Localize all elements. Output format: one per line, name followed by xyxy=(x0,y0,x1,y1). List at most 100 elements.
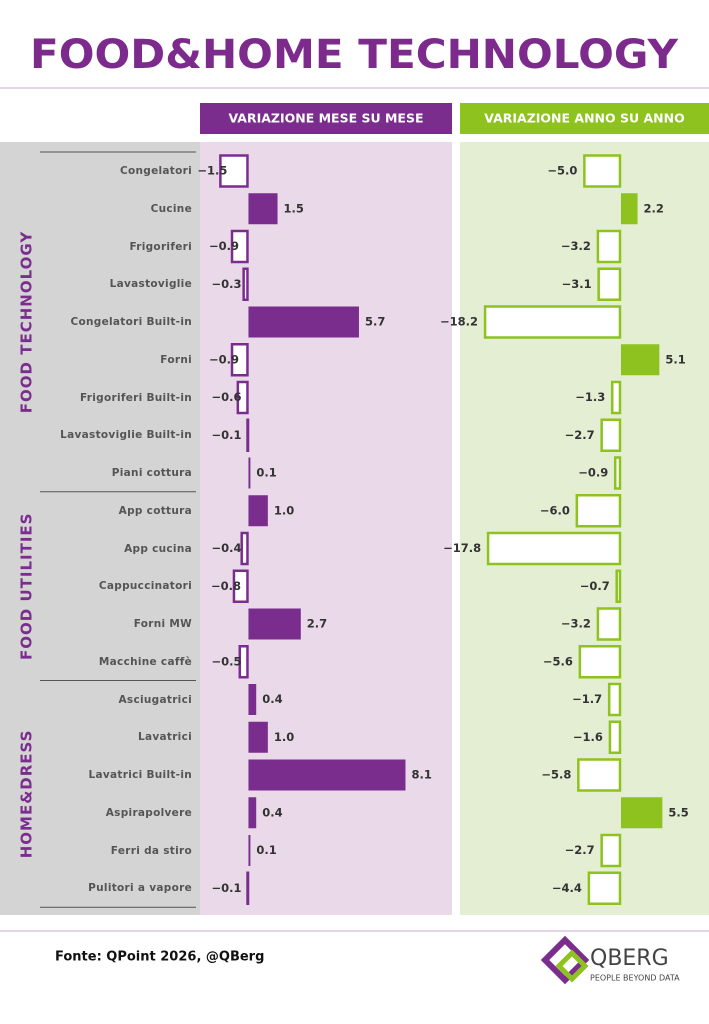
category-label: Forni MW xyxy=(133,618,192,630)
value-label: −6.0 xyxy=(540,503,570,517)
value-label: −0.8 xyxy=(211,579,241,593)
value-label: −5.0 xyxy=(547,164,577,178)
value-label: −3.2 xyxy=(561,239,591,253)
category-label: Asciugatrici xyxy=(118,693,192,706)
category-label: Frigoriferi Built-in xyxy=(79,391,192,404)
category-label: Frigoriferi xyxy=(129,240,192,253)
bar xyxy=(248,797,257,829)
value-label: −0.4 xyxy=(211,541,241,555)
value-label: −5.8 xyxy=(541,768,571,782)
value-label: −18.2 xyxy=(440,315,478,329)
bar xyxy=(600,418,622,452)
value-label: 1.5 xyxy=(284,201,304,215)
source: Fonte: QPoint 2026, @QBerg xyxy=(55,950,264,965)
value-label: −0.1 xyxy=(211,428,241,442)
bar xyxy=(620,193,638,225)
bar xyxy=(248,721,268,753)
bar xyxy=(596,229,622,264)
value-label: −0.9 xyxy=(209,352,239,366)
value-label: −3.1 xyxy=(562,277,592,291)
bar xyxy=(578,645,622,679)
logo-name: QBERG xyxy=(590,946,669,971)
bar xyxy=(597,267,622,301)
group-label: HOME&DRESS xyxy=(18,730,36,859)
bar xyxy=(583,154,622,188)
logo-tagline: PEOPLE BEYOND DATA xyxy=(590,974,680,983)
value-label: −1.3 xyxy=(575,390,605,404)
bar xyxy=(246,418,250,452)
category-label: Forni xyxy=(160,353,192,366)
value-label: 5.5 xyxy=(668,805,688,819)
bar xyxy=(248,835,251,866)
value-label: 2.7 xyxy=(307,617,327,631)
bar xyxy=(248,759,406,791)
category-label: Lavastoviglie xyxy=(109,278,192,291)
value-label: −1.7 xyxy=(572,692,602,706)
value-label: 0.1 xyxy=(256,466,276,480)
panel-header-label: VARIAZIONE MESE SU MESE xyxy=(228,111,423,126)
bar xyxy=(248,306,359,338)
category-label: Lavastoviglie Built-in xyxy=(60,429,192,442)
value-label: 2.2 xyxy=(644,201,664,215)
value-label: −17.8 xyxy=(443,541,481,555)
bar xyxy=(232,569,249,603)
value-label: 0.1 xyxy=(256,843,276,857)
bar xyxy=(620,797,663,829)
bar xyxy=(248,684,257,715)
bar xyxy=(575,494,622,528)
value-label: 0.4 xyxy=(262,805,282,819)
category-label: App cottura xyxy=(118,504,192,517)
category-label: App cucina xyxy=(124,542,192,555)
bar xyxy=(483,305,622,339)
bar xyxy=(242,267,249,301)
panel-header xyxy=(200,103,452,134)
value-label: −2.7 xyxy=(565,843,595,857)
bar xyxy=(248,495,268,527)
category-label: Piani cottura xyxy=(111,467,192,479)
bar xyxy=(248,193,278,225)
value-label: −0.9 xyxy=(209,239,239,253)
value-label: −0.7 xyxy=(580,579,610,593)
category-label: Macchine caffè xyxy=(98,655,192,668)
bar xyxy=(596,607,622,641)
category-label: Pulitori a vapore xyxy=(88,882,192,895)
bar xyxy=(219,154,249,188)
category-label: Ferri da stiro xyxy=(110,844,192,857)
bar xyxy=(248,457,251,489)
group-label: FOOD UTILITIES xyxy=(18,513,36,660)
category-label: Congelatori xyxy=(119,165,192,177)
bar xyxy=(230,229,249,264)
value-label: 0.4 xyxy=(262,692,282,706)
category-label: Aspirapolvere xyxy=(105,806,192,819)
panel-header xyxy=(460,103,709,134)
bar xyxy=(608,720,622,754)
value-label: −3.2 xyxy=(561,617,591,631)
value-label: −4.4 xyxy=(552,881,582,895)
value-label: −1.6 xyxy=(573,730,603,744)
bar xyxy=(620,344,660,376)
bar xyxy=(600,833,622,868)
bar xyxy=(240,531,249,566)
group-label: FOOD TECHNOLOGY xyxy=(18,231,36,414)
category-label: Lavatrici Built-in xyxy=(88,769,192,781)
bar xyxy=(607,682,622,717)
value-label: −5.6 xyxy=(543,654,573,668)
bar xyxy=(577,758,622,792)
value-label: −1.5 xyxy=(197,164,227,178)
bar xyxy=(246,871,250,905)
value-label: −0.3 xyxy=(211,277,241,291)
value-label: 1.0 xyxy=(274,503,294,517)
bar xyxy=(486,531,622,566)
bar xyxy=(248,608,301,640)
value-label: 5.1 xyxy=(665,352,685,366)
bar xyxy=(230,343,249,377)
value-label: −0.1 xyxy=(211,881,241,895)
bar xyxy=(615,569,622,603)
value-label: 1.0 xyxy=(274,730,294,744)
category-label: Congelatori Built-in xyxy=(70,316,192,328)
value-label: −0.9 xyxy=(578,466,608,480)
value-label: 8.1 xyxy=(411,768,431,782)
category-label: Cappuccinatori xyxy=(98,580,192,593)
